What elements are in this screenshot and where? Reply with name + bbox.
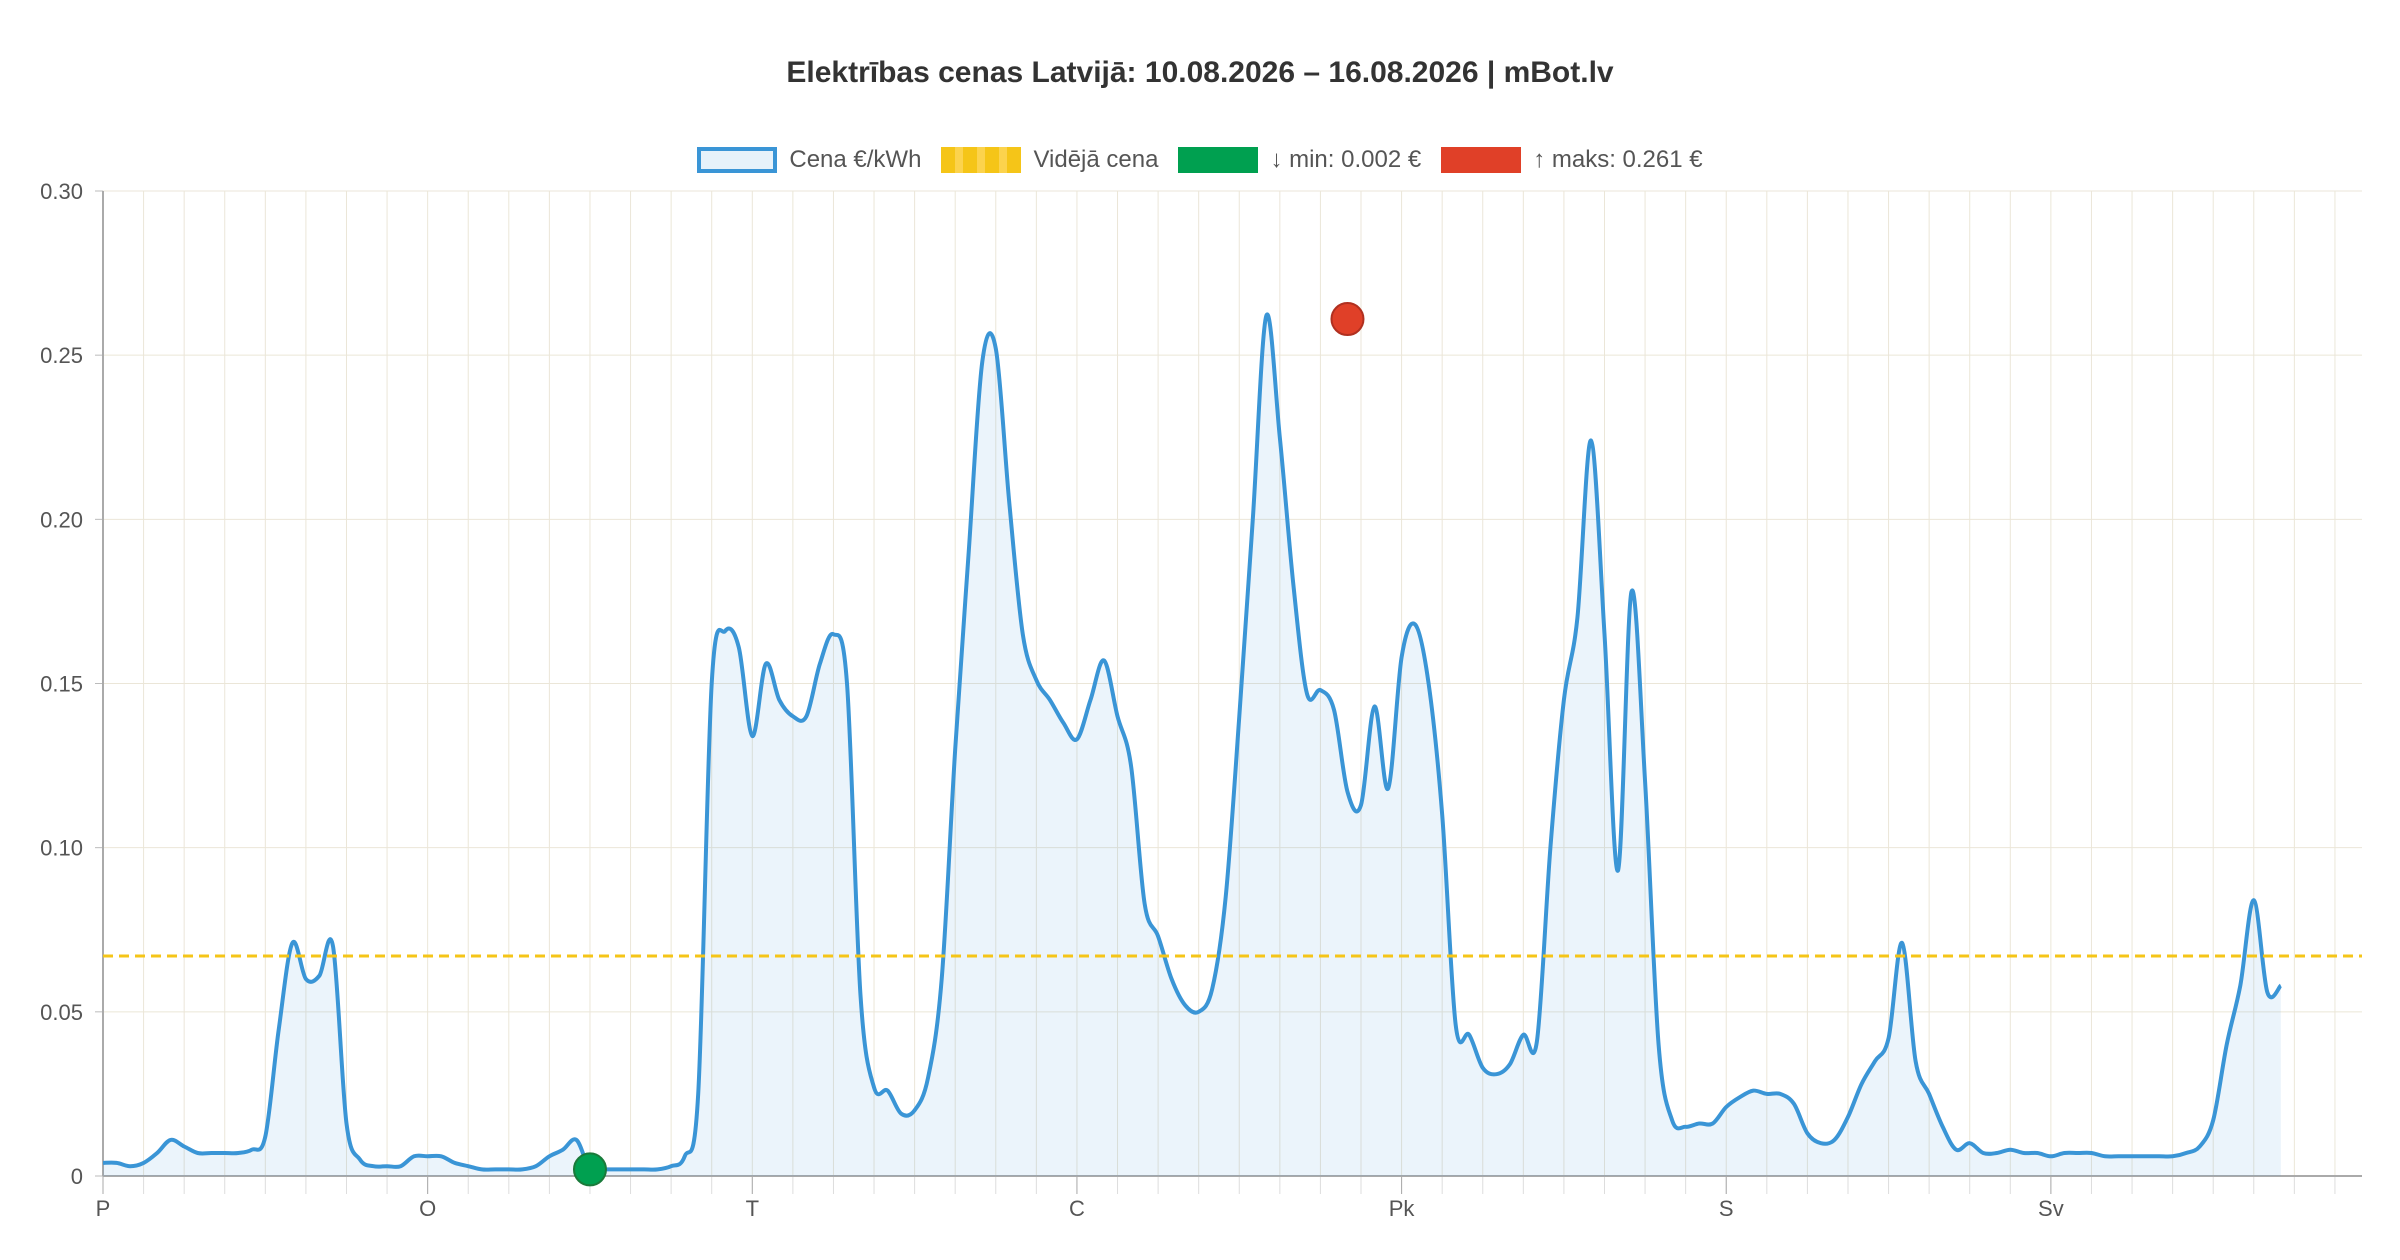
legend-swatch-price: [697, 147, 778, 173]
price-line: [102, 312, 2283, 1174]
legend-swatch-max: [1441, 147, 1522, 173]
legend-label-max: ↑ maks: 0.261 €: [1533, 146, 1703, 173]
y-tick-label: 0.25: [40, 343, 83, 368]
chart-title: Elektrības cenas Latvijā: 10.08.2026 – 1…: [786, 56, 1614, 89]
x-tick-label: S: [1719, 1196, 1734, 1221]
max-price-marker: [1330, 302, 1365, 337]
x-tick-label: P: [96, 1196, 111, 1221]
y-tick-label: 0.20: [40, 507, 83, 532]
chart-legend: Cena €/kWh Vidējā cena ↓ min: 0.002 € ↑ …: [0, 140, 2400, 180]
legend-item-price[interactable]: Cena €/kWh: [697, 146, 921, 174]
x-tick-label: C: [1069, 1196, 1085, 1221]
legend-label-price: Cena €/kWh: [789, 146, 922, 173]
y-tick-label: 0: [71, 1164, 83, 1189]
y-tick-label: 0.15: [40, 672, 83, 697]
legend-item-min[interactable]: ↓ min: 0.002 €: [1178, 146, 1421, 174]
min-price-marker: [572, 1152, 607, 1187]
legend-item-max[interactable]: ↑ maks: 0.261 €: [1441, 146, 1703, 174]
legend-label-average: Vidējā cena: [1033, 146, 1159, 173]
legend-swatch-average: [941, 147, 1022, 173]
y-tick-label: 0.05: [40, 1000, 83, 1025]
x-tick-label: Sv: [2038, 1196, 2064, 1221]
y-tick-label: 0.30: [40, 179, 83, 204]
y-tick-label: 0.10: [40, 836, 83, 861]
price-area-fill: [103, 314, 2281, 1177]
legend-swatch-min: [1178, 147, 1259, 173]
x-tick-label: O: [419, 1196, 436, 1221]
x-tick-label: Pk: [1389, 1196, 1416, 1221]
legend-label-min: ↓ min: 0.002 €: [1270, 146, 1422, 173]
x-tick-label: T: [746, 1196, 759, 1221]
legend-item-average[interactable]: Vidējā cena: [941, 146, 1158, 174]
